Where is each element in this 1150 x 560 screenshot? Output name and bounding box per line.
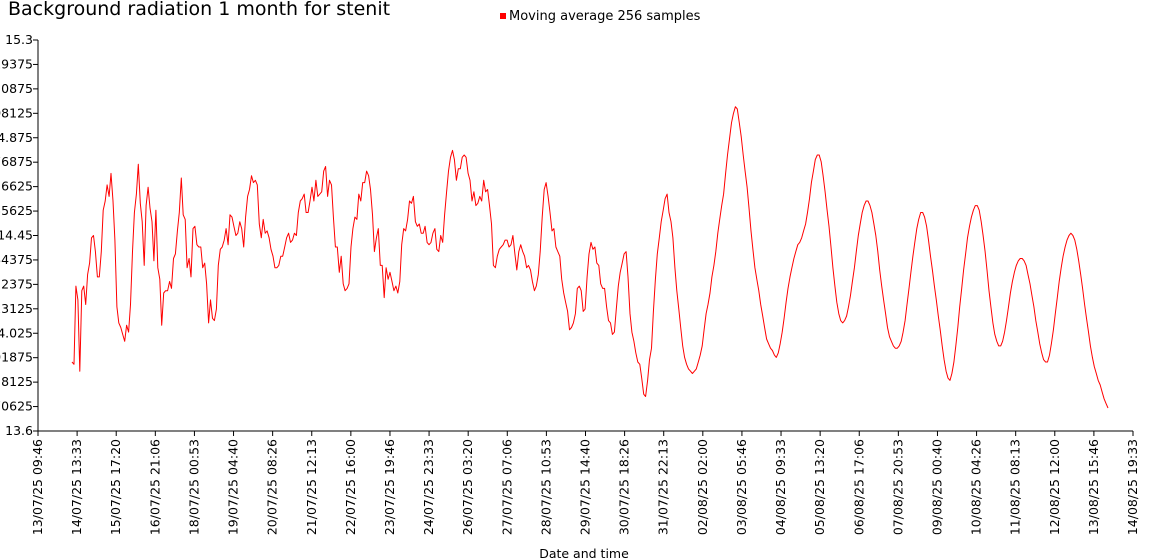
legend-label: Moving average 256 samples [509,9,701,24]
x-tick-label: 05/08/25 13:20 [812,439,827,535]
x-tick-label: 15/07/25 17:20 [108,439,123,535]
y-tick-label: 15.19375 [0,56,33,71]
x-tick-label: 06/08/25 17:06 [851,439,866,535]
x-tick-label: 19/07/25 04:40 [226,439,241,535]
x-tick-label: 20/07/25 08:26 [265,439,280,535]
x-tick-label: 14/08/25 19:33 [1125,439,1140,535]
x-tick-label: 16/07/25 21:06 [147,439,162,535]
y-tick-label: 14.45 [0,228,33,243]
x-tick-label: 10/08/25 04:26 [969,439,984,535]
x-tick-label: 18/07/25 00:53 [186,439,201,535]
y-tick-label: 14.875 [0,130,33,145]
y-axis: 13.6 13.70625 13.8125 13.91875 14.025 14.1312… [0,32,39,438]
x-tick-label: 24/07/25 23:33 [421,439,436,535]
x-tick-label: 04/08/25 09:33 [773,439,788,535]
x-tick-label: 14/07/25 13:33 [69,439,84,535]
legend: Moving average 256 samples [500,9,700,24]
series-line-moving-average [71,106,1109,409]
legend-swatch [500,12,506,19]
x-tick-label: 13/07/25 09:46 [30,439,45,535]
x-axis-title: Date and time [539,546,629,560]
x-axis: 13/07/25 09:46 14/07/25 13:33 15/07/25 17:… [30,430,1140,535]
y-tick-label: 14.98125 [0,105,33,120]
y-tick-label: 14.13125 [0,301,33,316]
x-tick-label: 30/07/25 18:26 [617,439,632,535]
chart-title: Background radiation 1 month for stenit [8,0,391,20]
x-tick-label: 03/08/25 05:46 [734,439,749,535]
x-tick-label: 26/07/25 03:20 [460,439,475,535]
series-layer [71,106,1109,409]
x-tick-label: 31/07/25 22:13 [656,439,671,535]
y-tick-label: 14.76875 [0,154,33,169]
y-tick-label: 14.025 [0,325,33,340]
y-tick-label: 15.0875 [0,81,33,96]
x-tick-label: 29/07/25 14:40 [578,439,593,535]
y-tick-label: 13.91875 [0,350,33,365]
y-tick-label: 13.6 [5,423,33,438]
x-tick-label: 07/08/25 20:53 [890,439,905,535]
y-tick-label: 14.34375 [0,252,33,267]
y-tick-label: 15.3 [5,32,33,47]
x-tick-label: 11/08/25 08:13 [1008,439,1023,535]
x-tick-label: 23/07/25 19:46 [382,439,397,535]
x-tick-label: 09/08/25 00:40 [929,439,944,535]
y-tick-label: 13.8125 [0,374,33,389]
x-tick-label: 27/07/25 07:06 [499,439,514,535]
x-tick-label: 02/08/25 02:00 [695,439,710,535]
x-tick-label: 22/07/25 16:00 [343,439,358,535]
x-tick-label: 13/08/25 15:46 [1086,439,1101,535]
x-tick-label: 12/08/25 12:00 [1047,439,1062,535]
y-tick-label: 13.70625 [0,399,33,414]
y-tick-label: 14.2375 [0,276,33,291]
y-tick-label: 14.6625 [0,179,33,194]
x-tick-label: 21/07/25 12:13 [304,439,319,535]
x-tick-label: 28/07/25 10:53 [538,439,553,535]
